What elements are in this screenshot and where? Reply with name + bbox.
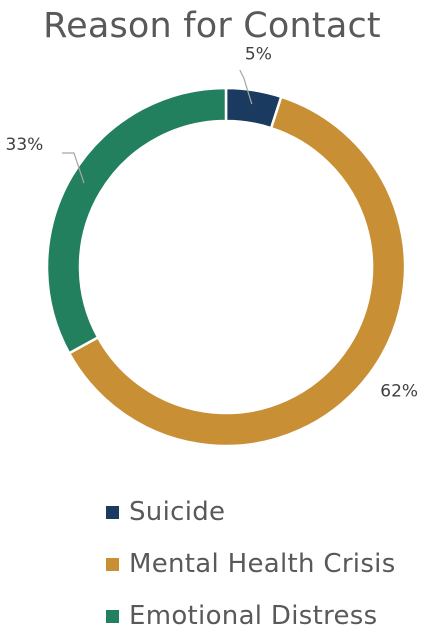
chart-legend: Suicide Mental Health Crisis Emotional D… (106, 486, 396, 642)
leader-line-suicide (239, 69, 253, 105)
donut-slice-emotional-distress (45, 86, 228, 355)
legend-item-suicide: Suicide (106, 486, 396, 538)
legend-label-mental-health-crisis: Mental Health Crisis (129, 549, 396, 579)
data-label-mental-health-crisis: 62% (380, 381, 418, 401)
donut-slice-mental-health-crisis (67, 95, 407, 448)
data-label-emotional-distress: 33% (6, 135, 44, 155)
chart-title: Reason for Contact (43, 6, 381, 46)
legend-swatch-mental-health-crisis (106, 557, 119, 571)
legend-item-mental-health-crisis: Mental Health Crisis (106, 538, 396, 590)
legend-label-emotional-distress: Emotional Distress (129, 601, 378, 631)
data-label-suicide: 5% (245, 45, 272, 65)
legend-swatch-emotional-distress (106, 609, 119, 623)
leader-line-emotional-distress (61, 152, 85, 184)
legend-label-suicide: Suicide (129, 497, 226, 527)
legend-item-emotional-distress: Emotional Distress (106, 590, 396, 642)
donut-chart: 5% 62% 33% (6, 45, 418, 448)
legend-swatch-suicide (106, 505, 119, 519)
